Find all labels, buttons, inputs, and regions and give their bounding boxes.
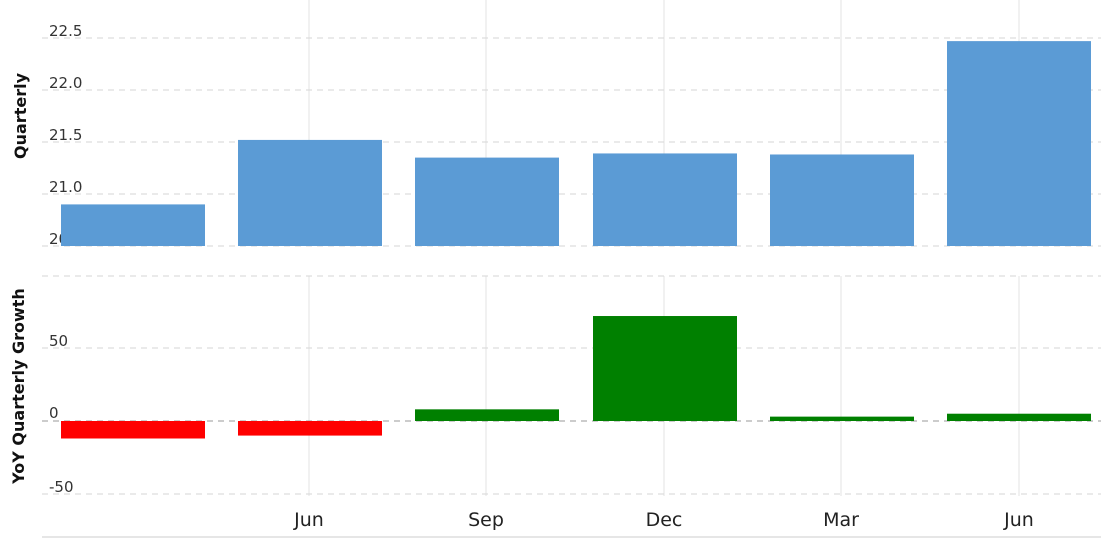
quarterly-bar (947, 41, 1091, 247)
x-tick-label: Jun (1003, 509, 1034, 531)
yoy-bar-positive (770, 416, 914, 421)
yoy-y-ticks: -50 0 50 (49, 332, 74, 496)
quarterly-bar (415, 157, 559, 246)
yoy-y-tick: 0 (49, 404, 59, 422)
quarterly-panel: 20.5 21.0 21.5 22.0 22.5 Quarterly (11, 22, 1091, 248)
quarterly-y-tick: 21.5 (49, 126, 82, 144)
yoy-growth-panel: -50 0 50 YoY Quarterly Growth (9, 288, 1091, 496)
quarterly-y-tick: 21.0 (49, 178, 82, 196)
quarterly-y-tick: 22.0 (49, 74, 82, 92)
quarterly-bars (61, 41, 1091, 247)
yoy-bar-negative (61, 421, 205, 439)
grid-lines (42, 0, 1101, 538)
yoy-axis-label: YoY Quarterly Growth (9, 288, 28, 485)
x-tick-label: Jun (293, 509, 324, 531)
yoy-bar-positive (593, 316, 737, 421)
x-axis: Jun Sep Dec Mar Jun (293, 509, 1034, 531)
x-tick-label: Sep (468, 509, 504, 531)
yoy-bar-positive (415, 409, 559, 421)
yoy-y-tick: 50 (49, 332, 68, 350)
quarterly-bar (238, 139, 382, 246)
x-tick-label: Dec (646, 509, 683, 531)
x-tick-label: Mar (823, 509, 859, 531)
yoy-bars (61, 316, 1091, 439)
yoy-bar-positive (947, 413, 1091, 421)
quarterly-bar (61, 204, 205, 246)
yoy-bar-negative (238, 421, 382, 436)
quarterly-bar (770, 154, 914, 246)
quarterly-y-tick: 22.5 (49, 22, 82, 40)
quarterly-axis-label: Quarterly (11, 72, 30, 159)
yoy-y-tick: -50 (49, 478, 74, 496)
quarterly-bar (593, 153, 737, 246)
